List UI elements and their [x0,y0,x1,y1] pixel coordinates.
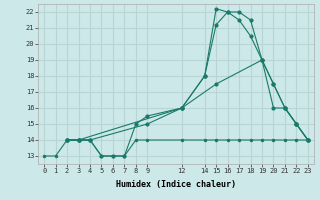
X-axis label: Humidex (Indice chaleur): Humidex (Indice chaleur) [116,180,236,189]
